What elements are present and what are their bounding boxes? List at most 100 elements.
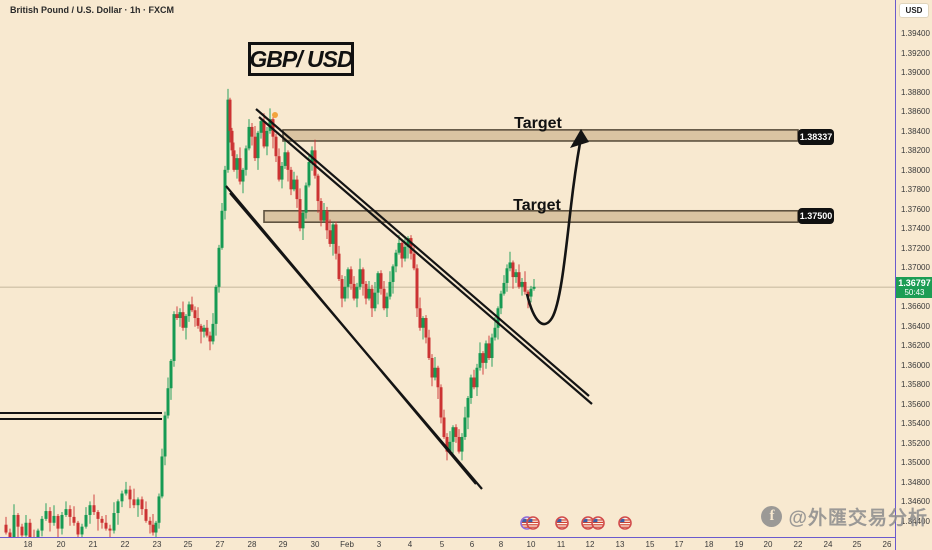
candle-body[interactable] bbox=[331, 224, 335, 244]
trendline[interactable] bbox=[229, 192, 483, 490]
candle-body[interactable] bbox=[487, 343, 491, 358]
candle-body[interactable] bbox=[532, 286, 536, 289]
candle-body[interactable] bbox=[343, 286, 347, 299]
candle-body[interactable] bbox=[502, 282, 506, 294]
candle-body[interactable] bbox=[415, 268, 419, 309]
candle-body[interactable] bbox=[60, 514, 64, 529]
candle-body[interactable] bbox=[370, 288, 374, 309]
candle-body[interactable] bbox=[373, 292, 377, 309]
candle-body[interactable] bbox=[307, 162, 311, 186]
candle-body[interactable] bbox=[241, 169, 245, 182]
candle-body[interactable] bbox=[40, 518, 44, 531]
candle-body[interactable] bbox=[403, 246, 407, 259]
candle-body[interactable] bbox=[460, 436, 464, 452]
candle-body[interactable] bbox=[128, 489, 132, 500]
candle-body[interactable] bbox=[181, 312, 185, 328]
candle-body[interactable] bbox=[289, 169, 293, 190]
candle-body[interactable] bbox=[388, 281, 392, 297]
candle-body[interactable] bbox=[193, 310, 197, 319]
us-flag-icon[interactable] bbox=[526, 516, 540, 530]
candle-body[interactable] bbox=[157, 496, 161, 523]
currency-toggle-button[interactable]: USD bbox=[899, 3, 929, 18]
candle-body[interactable] bbox=[325, 210, 329, 231]
candle-body[interactable] bbox=[283, 152, 287, 166]
candle-body[interactable] bbox=[178, 312, 182, 319]
candle-body[interactable] bbox=[151, 524, 155, 533]
candle-body[interactable] bbox=[442, 417, 446, 437]
candle-body[interactable] bbox=[520, 281, 524, 287]
projection-arrow[interactable] bbox=[525, 142, 582, 326]
candle-body[interactable] bbox=[466, 397, 470, 418]
candle-body[interactable] bbox=[391, 266, 395, 282]
candle-body[interactable] bbox=[196, 318, 200, 326]
candle-body[interactable] bbox=[124, 489, 128, 494]
candle-body[interactable] bbox=[172, 314, 176, 361]
candle-body[interactable] bbox=[44, 511, 48, 519]
price-axis[interactable]: USD 1.39400 1.39200 1.39000 1.38800 1.38600 1… bbox=[895, 0, 932, 550]
candle-body[interactable] bbox=[202, 327, 206, 332]
candle-body[interactable] bbox=[217, 247, 221, 287]
candle-body[interactable] bbox=[92, 505, 96, 513]
candle-body[interactable] bbox=[475, 367, 479, 388]
candle-body[interactable] bbox=[355, 286, 359, 299]
candle-body[interactable] bbox=[116, 501, 120, 514]
candle-body[interactable] bbox=[140, 499, 144, 510]
candle-body[interactable] bbox=[52, 515, 56, 523]
candle-body[interactable] bbox=[84, 514, 88, 527]
candle-body[interactable] bbox=[136, 499, 140, 506]
candle-body[interactable] bbox=[397, 242, 401, 253]
us-flag-icon[interactable] bbox=[591, 516, 605, 530]
candle-body[interactable] bbox=[454, 427, 458, 437]
candle-body[interactable] bbox=[205, 327, 209, 336]
candle-body[interactable] bbox=[523, 281, 527, 292]
candle-body[interactable] bbox=[427, 337, 431, 358]
candle-body[interactable] bbox=[484, 343, 488, 363]
candle-body[interactable] bbox=[230, 130, 234, 151]
candle-body[interactable] bbox=[166, 388, 170, 416]
candle-body[interactable] bbox=[292, 179, 296, 190]
candle-body[interactable] bbox=[36, 530, 40, 537]
candle-body[interactable] bbox=[481, 353, 485, 363]
candle-body[interactable] bbox=[385, 296, 389, 309]
candle-body[interactable] bbox=[319, 201, 323, 221]
candle-body[interactable] bbox=[20, 526, 24, 536]
candle-body[interactable] bbox=[304, 185, 308, 213]
candle-body[interactable] bbox=[511, 262, 515, 278]
candle-body[interactable] bbox=[250, 126, 254, 137]
candle-body[interactable] bbox=[493, 327, 497, 338]
candle-body[interactable] bbox=[328, 230, 332, 244]
candle-body[interactable] bbox=[228, 99, 232, 131]
candle-body[interactable] bbox=[226, 99, 230, 170]
candle-body[interactable] bbox=[277, 156, 281, 180]
time-axis[interactable]: 18 20 21 22 23 25 27 28 29 30 Feb 3 4 5 6 8 10 11 12 13 15 17… bbox=[0, 537, 895, 550]
candle-body[interactable] bbox=[253, 136, 257, 159]
candle-body[interactable] bbox=[448, 441, 452, 452]
candle-body[interactable] bbox=[424, 318, 428, 338]
candle-body[interactable] bbox=[220, 210, 224, 248]
candle-body[interactable] bbox=[349, 269, 353, 284]
candle-body[interactable] bbox=[132, 499, 136, 506]
candle-body[interactable] bbox=[394, 252, 398, 267]
candle-body[interactable] bbox=[382, 288, 386, 309]
candle-body[interactable] bbox=[361, 269, 365, 284]
candle-body[interactable] bbox=[160, 456, 164, 497]
candle-body[interactable] bbox=[439, 387, 443, 418]
candle-body[interactable] bbox=[334, 224, 338, 254]
candle-body[interactable] bbox=[262, 121, 266, 147]
candle-body[interactable] bbox=[517, 272, 521, 287]
candle-body[interactable] bbox=[451, 427, 455, 442]
candle-body[interactable] bbox=[4, 524, 8, 533]
candle-body[interactable] bbox=[184, 316, 188, 328]
candle-body[interactable] bbox=[514, 272, 518, 278]
us-flag-icon[interactable] bbox=[618, 516, 632, 530]
candle-body[interactable] bbox=[505, 268, 509, 283]
candle-body[interactable] bbox=[409, 238, 413, 254]
candle-body[interactable] bbox=[256, 132, 260, 159]
candle-body[interactable] bbox=[418, 308, 422, 328]
candle-body[interactable] bbox=[352, 283, 356, 299]
candle-body[interactable] bbox=[286, 152, 290, 170]
candle-body[interactable] bbox=[346, 269, 350, 287]
candle-body[interactable] bbox=[24, 522, 28, 536]
candle-body[interactable] bbox=[163, 415, 167, 457]
candle-body[interactable] bbox=[144, 509, 148, 521]
